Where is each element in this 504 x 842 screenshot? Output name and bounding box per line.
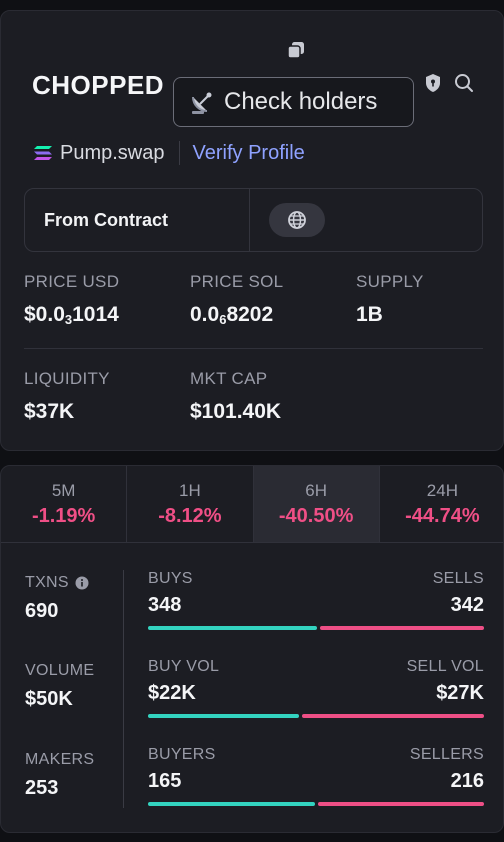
info-icon[interactable] bbox=[75, 576, 89, 590]
sellers-label: SELLERS bbox=[409, 746, 484, 763]
txns-label: TXNS bbox=[25, 574, 69, 591]
mkt-cap-stat: MKT CAP $101.40K bbox=[190, 369, 281, 424]
price-usd-label: PRICE USD bbox=[24, 272, 120, 291]
buys-sells-bar bbox=[148, 626, 484, 630]
tab-5m[interactable]: 5M -1.19% bbox=[1, 466, 128, 542]
price-usd-value: $0.031014 bbox=[24, 303, 119, 327]
search-icon[interactable] bbox=[454, 73, 474, 93]
buy-segment bbox=[148, 802, 315, 806]
makers-label: MAKERS bbox=[25, 751, 95, 768]
website-button[interactable] bbox=[269, 203, 325, 237]
liquidity-value: $37K bbox=[24, 400, 75, 423]
sells-label: SELLS bbox=[432, 570, 484, 587]
mkt-cap-label: MKT CAP bbox=[190, 369, 268, 388]
tab-change: -8.12% bbox=[158, 504, 222, 527]
solana-logo bbox=[34, 146, 52, 160]
buyers-label: BUYERS bbox=[148, 746, 216, 763]
buys-value: 348 bbox=[148, 594, 182, 616]
sell-segment bbox=[320, 626, 484, 630]
volume-metric: VOLUME $50K bbox=[25, 662, 94, 711]
divider bbox=[123, 570, 124, 808]
tab-label: 5M bbox=[51, 480, 76, 500]
liquidity-stat: LIQUIDITY $37K bbox=[24, 369, 110, 424]
tab-label: 24H bbox=[426, 480, 458, 500]
buys-sells-ratio: BUYS 348 SELLS 342 bbox=[148, 570, 484, 630]
verify-profile-link[interactable]: Verify Profile bbox=[192, 141, 305, 164]
volume-label: VOLUME bbox=[25, 662, 95, 679]
txns-value: 690 bbox=[25, 600, 59, 622]
price-sol-label: PRICE SOL bbox=[190, 272, 284, 291]
contract-box: From Contract bbox=[24, 188, 483, 252]
divider bbox=[178, 141, 180, 165]
tooltip-text: Check holders bbox=[224, 88, 378, 115]
volume-ratio: BUY VOL $22K SELL VOL $27K bbox=[148, 658, 484, 718]
price-sol-value: 0.068202 bbox=[190, 303, 274, 327]
token-title: CHOPPED bbox=[32, 70, 165, 100]
trading-stats-card: 5M -1.19% 1H -8.12% 6H -40.50% 24H -44.7… bbox=[0, 465, 504, 833]
liquidity-label: LIQUIDITY bbox=[24, 369, 110, 388]
copy-icon[interactable] bbox=[286, 40, 306, 60]
tab-6h[interactable]: 6H -40.50% bbox=[253, 466, 380, 542]
tab-24h[interactable]: 24H -44.74% bbox=[380, 466, 503, 542]
from-contract-label: From Contract bbox=[25, 189, 250, 251]
sell-segment bbox=[301, 714, 484, 718]
buy-vol-label: BUY VOL bbox=[148, 658, 220, 675]
tab-change: -44.74% bbox=[405, 504, 480, 527]
sell-vol-label: SELL VOL bbox=[406, 658, 484, 675]
supply-label: SUPPLY bbox=[356, 272, 424, 291]
check-holders-tooltip: Check holders bbox=[173, 77, 414, 127]
tab-change: -40.50% bbox=[278, 504, 354, 527]
shield-icon[interactable] bbox=[424, 73, 442, 93]
tab-1h[interactable]: 1H -8.12% bbox=[127, 466, 254, 542]
volume-bar bbox=[148, 714, 484, 718]
tab-change: -1.19% bbox=[31, 504, 96, 527]
volume-value: $50K bbox=[25, 688, 73, 710]
globe-icon bbox=[288, 211, 306, 229]
tab-label: 6H bbox=[305, 480, 327, 500]
sellers-value: 216 bbox=[450, 770, 484, 792]
buy-segment bbox=[148, 714, 299, 718]
sell-vol-value: $27K bbox=[436, 682, 484, 704]
supply-stat: SUPPLY 1B bbox=[356, 272, 424, 327]
platform-name[interactable]: Pump.swap bbox=[60, 141, 165, 164]
timeframe-tabs: 5M -1.19% 1H -8.12% 6H -40.50% 24H -44.7… bbox=[1, 466, 503, 543]
buyers-sellers-bar bbox=[148, 802, 484, 806]
supply-value: 1B bbox=[356, 303, 383, 326]
price-usd-stat: PRICE USD $0.031014 bbox=[24, 272, 119, 327]
price-sol-stat: PRICE SOL 0.068202 bbox=[190, 272, 283, 327]
tab-label: 1H bbox=[179, 480, 201, 500]
platform-row: Pump.swap Verify Profile bbox=[33, 141, 305, 165]
buyers-sellers-ratio: BUYERS 165 SELLERS 216 bbox=[148, 746, 484, 806]
makers-value: 253 bbox=[25, 777, 59, 799]
satellite-icon bbox=[192, 92, 212, 114]
buy-segment bbox=[148, 626, 318, 630]
divider bbox=[24, 348, 483, 349]
buy-vol-value: $22K bbox=[148, 682, 196, 704]
makers-metric: MAKERS 253 bbox=[25, 751, 94, 800]
sells-value: 342 bbox=[450, 594, 484, 616]
sell-segment bbox=[317, 802, 484, 806]
buys-label: BUYS bbox=[148, 570, 193, 587]
mkt-cap-value: $101.40K bbox=[190, 400, 282, 423]
txns-metric: TXNS 690 bbox=[25, 574, 89, 623]
buyers-value: 165 bbox=[148, 770, 182, 792]
